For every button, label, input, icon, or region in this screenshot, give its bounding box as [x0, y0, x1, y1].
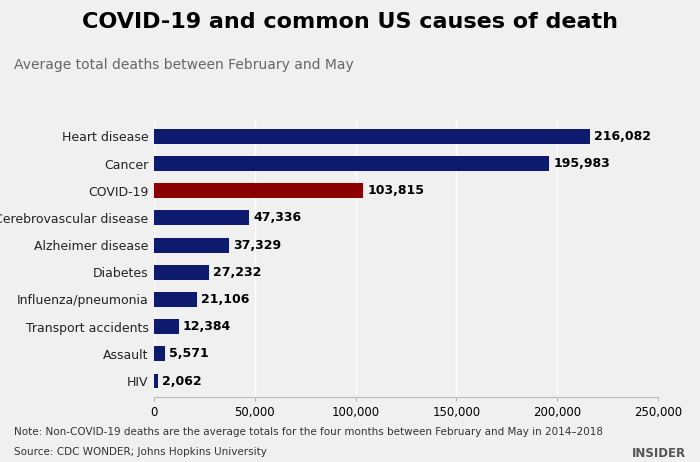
Bar [154, 319, 179, 334]
Text: 21,106: 21,106 [201, 293, 249, 306]
Text: INSIDER: INSIDER [632, 447, 686, 460]
Text: 47,336: 47,336 [253, 212, 302, 225]
Bar [154, 292, 197, 307]
Bar [154, 265, 209, 280]
Text: 216,082: 216,082 [594, 130, 651, 143]
Bar [154, 129, 589, 144]
Bar [154, 156, 549, 171]
Bar [154, 183, 363, 198]
Bar [154, 346, 165, 361]
Bar [154, 237, 230, 253]
Text: COVID-19 and common US causes of death: COVID-19 and common US causes of death [82, 12, 618, 31]
Text: 12,384: 12,384 [183, 320, 231, 333]
Text: Source: CDC WONDER; Johns Hopkins University: Source: CDC WONDER; Johns Hopkins Univer… [14, 447, 267, 457]
Text: 37,329: 37,329 [233, 239, 281, 252]
Text: 103,815: 103,815 [368, 184, 424, 197]
Text: 195,983: 195,983 [553, 157, 610, 170]
Bar [154, 374, 158, 389]
Text: 2,062: 2,062 [162, 375, 202, 388]
Text: Average total deaths between February and May: Average total deaths between February an… [14, 58, 354, 72]
Bar [154, 211, 249, 225]
Text: Note: Non-COVID-19 deaths are the average totals for the four months between Feb: Note: Non-COVID-19 deaths are the averag… [14, 427, 603, 438]
Text: 27,232: 27,232 [213, 266, 261, 279]
Text: 5,571: 5,571 [169, 347, 209, 360]
